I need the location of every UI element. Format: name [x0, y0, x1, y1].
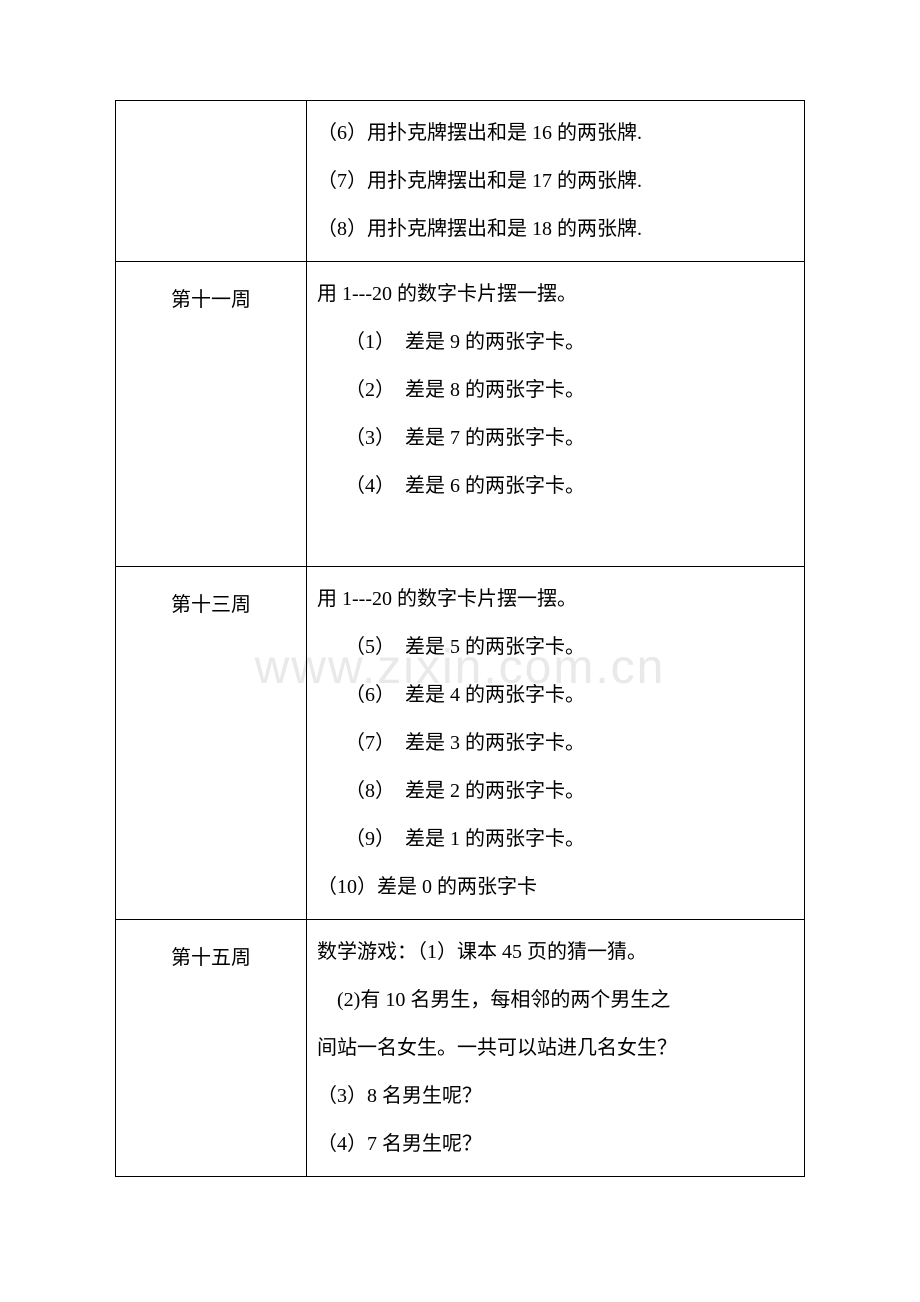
- content-line: 数学游戏：（1）课本 45 页的猜一猜。: [317, 928, 794, 976]
- content-line: （5） 差是 5 的两张字卡。: [317, 623, 794, 671]
- content-line: （3） 差是 7 的两张字卡。: [317, 414, 794, 462]
- document-page: （6）用扑克牌摆出和是 16 的两张牌. （7）用扑克牌摆出和是 17 的两张牌…: [0, 0, 920, 1177]
- content-line: （3）8 名男生呢？: [317, 1072, 794, 1120]
- content-line: （4）7 名男生呢？: [317, 1120, 794, 1168]
- content-line: （9） 差是 1 的两张字卡。: [317, 815, 794, 863]
- table-row: 第十一周 用 1---20 的数字卡片摆一摆。 （1） 差是 9 的两张字卡。 …: [116, 262, 805, 567]
- table-row: （6）用扑克牌摆出和是 16 的两张牌. （7）用扑克牌摆出和是 17 的两张牌…: [116, 101, 805, 262]
- content-line: （4） 差是 6 的两张字卡。: [317, 462, 794, 510]
- week-cell: 第十五周: [116, 920, 307, 1177]
- content-line: （6） 差是 4 的两张字卡。: [317, 671, 794, 719]
- content-cell: （6）用扑克牌摆出和是 16 的两张牌. （7）用扑克牌摆出和是 17 的两张牌…: [307, 101, 805, 262]
- content-line: （8） 差是 2 的两张字卡。: [317, 767, 794, 815]
- content-line: (2)有 10 名男生，每相邻的两个男生之: [317, 976, 794, 1024]
- content-line: （6）用扑克牌摆出和是 16 的两张牌.: [317, 109, 794, 157]
- content-cell: 数学游戏：（1）课本 45 页的猜一猜。 (2)有 10 名男生，每相邻的两个男…: [307, 920, 805, 1177]
- content-intro: 用 1---20 的数字卡片摆一摆。: [317, 575, 794, 623]
- content-line: （7） 差是 3 的两张字卡。: [317, 719, 794, 767]
- content-cell: 用 1---20 的数字卡片摆一摆。 （1） 差是 9 的两张字卡。 （2） 差…: [307, 262, 805, 567]
- week-cell: [116, 101, 307, 262]
- content-line: （10）差是 0 的两张字卡: [317, 863, 794, 911]
- content-cell: 用 1---20 的数字卡片摆一摆。 （5） 差是 5 的两张字卡。 （6） 差…: [307, 567, 805, 920]
- content-line: （7）用扑克牌摆出和是 17 的两张牌.: [317, 157, 794, 205]
- content-line: 间站一名女生。一共可以站进几名女生？: [317, 1024, 794, 1072]
- week-cell: 第十一周: [116, 262, 307, 567]
- schedule-table: （6）用扑克牌摆出和是 16 的两张牌. （7）用扑克牌摆出和是 17 的两张牌…: [115, 100, 805, 1177]
- table-row: 第十五周 数学游戏：（1）课本 45 页的猜一猜。 (2)有 10 名男生，每相…: [116, 920, 805, 1177]
- content-line: （8）用扑克牌摆出和是 18 的两张牌.: [317, 205, 794, 253]
- week-cell: 第十三周: [116, 567, 307, 920]
- content-line: （1） 差是 9 的两张字卡。: [317, 318, 794, 366]
- content-line: （2） 差是 8 的两张字卡。: [317, 366, 794, 414]
- table-row: 第十三周 用 1---20 的数字卡片摆一摆。 （5） 差是 5 的两张字卡。 …: [116, 567, 805, 920]
- content-line: [317, 510, 794, 558]
- content-intro: 用 1---20 的数字卡片摆一摆。: [317, 270, 794, 318]
